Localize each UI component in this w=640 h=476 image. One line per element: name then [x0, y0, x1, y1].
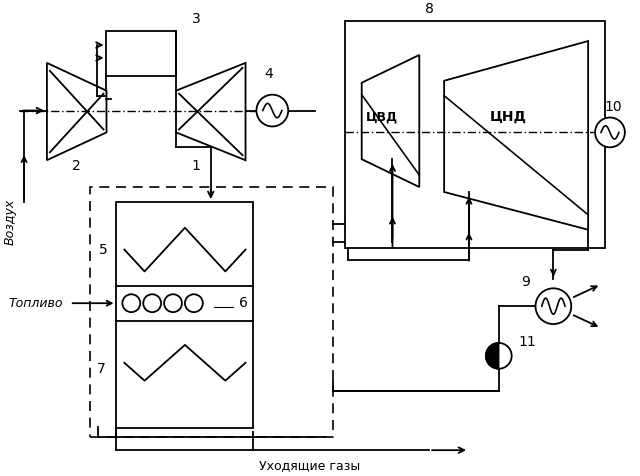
Text: 6: 6 [239, 296, 248, 310]
Bar [90, 187, 333, 437]
Polygon shape [47, 63, 106, 160]
Text: ЦВД: ЦВД [365, 110, 397, 123]
Text: 10: 10 [604, 99, 622, 114]
Circle shape [595, 118, 625, 147]
Text: 2: 2 [72, 159, 81, 173]
Circle shape [143, 294, 161, 312]
Text: 3: 3 [191, 12, 200, 26]
Text: 7: 7 [97, 362, 106, 376]
Text: 11: 11 [518, 335, 536, 349]
Text: 8: 8 [425, 2, 434, 16]
Text: 1: 1 [191, 159, 200, 173]
Text: Воздух: Воздух [4, 198, 17, 245]
Circle shape [257, 95, 288, 127]
Polygon shape [486, 343, 499, 369]
Circle shape [185, 294, 203, 312]
Polygon shape [176, 63, 246, 160]
Polygon shape [362, 55, 419, 187]
Polygon shape [444, 41, 588, 230]
Text: 5: 5 [99, 243, 108, 257]
Circle shape [122, 294, 140, 312]
Circle shape [486, 343, 511, 369]
Text: Топливо: Топливо [9, 297, 63, 310]
Bar [116, 202, 253, 428]
Bar [345, 21, 605, 248]
Text: Уходящие газы: Уходящие газы [259, 459, 361, 473]
Text: 4: 4 [264, 67, 273, 81]
Circle shape [164, 294, 182, 312]
Text: ЦНД: ЦНД [490, 109, 527, 123]
Circle shape [536, 288, 572, 324]
Bar [106, 31, 176, 76]
Text: 9: 9 [521, 275, 530, 289]
